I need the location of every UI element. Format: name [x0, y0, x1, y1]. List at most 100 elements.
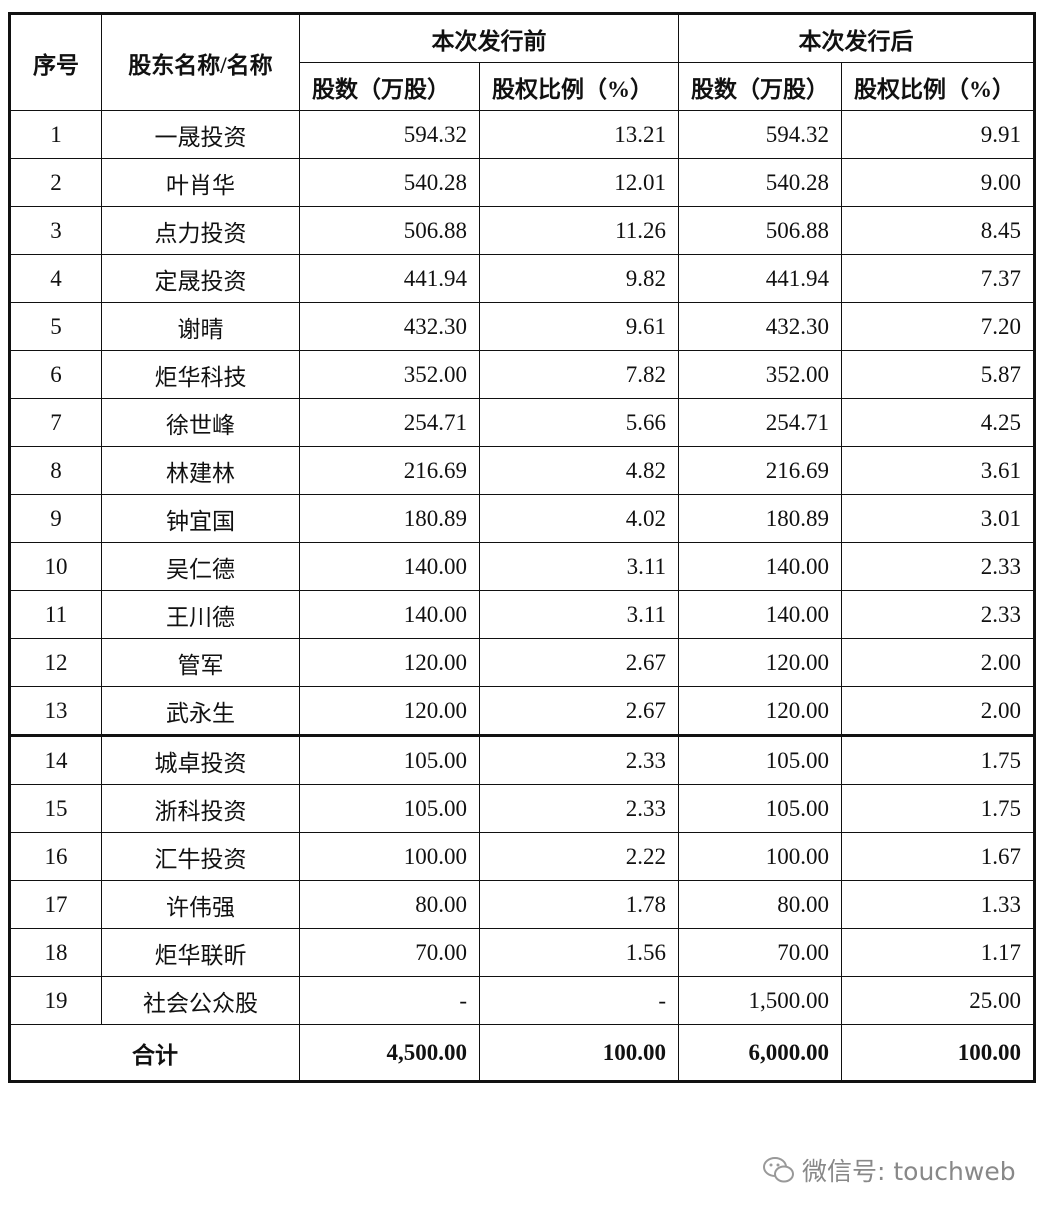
table-cell: 1.75 [841, 735, 1035, 785]
table-cell: 3.01 [841, 494, 1035, 543]
table-cell: 7 [9, 398, 102, 447]
table-cell: 3.11 [479, 590, 679, 639]
total-cell: 4,500.00 [299, 1024, 480, 1082]
table-row: 18 炬华联昕 70.00 1.56 70.00 1.17 [9, 928, 1035, 977]
table-cell: 浙科投资 [101, 784, 300, 833]
watermark-text: 微信号: touchweb [802, 1157, 1016, 1186]
table-cell: 100.00 [678, 832, 842, 881]
table-cell: 定晟投资 [101, 254, 300, 303]
table-cell: 林建林 [101, 446, 300, 495]
table-cell: 2.22 [479, 832, 679, 881]
table-cell: 武永生 [101, 686, 300, 737]
table-cell: 15 [9, 784, 102, 833]
table-cell: 一晟投资 [101, 110, 300, 159]
table-cell: 254.71 [678, 398, 842, 447]
table-cell: 254.71 [299, 398, 480, 447]
table-cell: 12 [9, 638, 102, 687]
table-cell: 管军 [101, 638, 300, 687]
table-cell: 9.00 [841, 158, 1035, 207]
table-cell: 140.00 [299, 542, 480, 591]
table-cell: 9.82 [479, 254, 679, 303]
table-cell: 352.00 [299, 350, 480, 399]
table-cell: 3.61 [841, 446, 1035, 495]
table-cell: 7.37 [841, 254, 1035, 303]
header-cell: 股数（万股） [678, 62, 842, 111]
table-cell: 13 [9, 686, 102, 737]
table-cell: 叶肖华 [101, 158, 300, 207]
table-cell: 1.17 [841, 928, 1035, 977]
table-cell: 徐世峰 [101, 398, 300, 447]
table-body: 1 一晟投资 594.32 13.21 594.32 9.91 2 叶肖华 540.28 12.0… [9, 110, 1035, 1082]
table-cell: 140.00 [678, 542, 842, 591]
table-cell: 5.66 [479, 398, 679, 447]
table-cell: - [479, 976, 679, 1025]
watermark: 微信号: touchweb [762, 1152, 1016, 1188]
table-cell: 352.00 [678, 350, 842, 399]
header-cell: 本次发行前 [299, 13, 679, 63]
total-cell: 合计 [9, 1024, 300, 1082]
table-cell: 9.91 [841, 110, 1035, 159]
table-cell: - [299, 976, 480, 1025]
table-row: 14 城卓投资 105.00 2.33 105.00 1.75 [9, 735, 1035, 785]
header-cell: 股数（万股） [299, 62, 480, 111]
table-row: 11 王川德 140.00 3.11 140.00 2.33 [9, 590, 1035, 639]
table-cell: 594.32 [678, 110, 842, 159]
table-cell: 1.56 [479, 928, 679, 977]
table-row: 10 吴仁德 140.00 3.11 140.00 2.33 [9, 542, 1035, 591]
table-cell: 105.00 [678, 784, 842, 833]
table-cell: 70.00 [678, 928, 842, 977]
table-cell: 9 [9, 494, 102, 543]
header-cell: 股东名称/名称 [101, 13, 300, 111]
table-cell: 10 [9, 542, 102, 591]
table-cell: 谢晴 [101, 302, 300, 351]
total-cell: 100.00 [479, 1024, 679, 1082]
table-cell: 2.00 [841, 638, 1035, 687]
table-cell: 1.67 [841, 832, 1035, 881]
table-cell: 13.21 [479, 110, 679, 159]
table-cell: 6 [9, 350, 102, 399]
table-cell: 105.00 [678, 735, 842, 785]
table-cell: 钟宜国 [101, 494, 300, 543]
header-cell: 本次发行后 [678, 13, 1035, 63]
table-row: 2 叶肖华 540.28 12.01 540.28 9.00 [9, 158, 1035, 207]
table-cell: 5.87 [841, 350, 1035, 399]
table-cell: 4 [9, 254, 102, 303]
table-row: 4 定晟投资 441.94 9.82 441.94 7.37 [9, 254, 1035, 303]
table-cell: 594.32 [299, 110, 480, 159]
table-cell: 1.75 [841, 784, 1035, 833]
table-row: 8 林建林 216.69 4.82 216.69 3.61 [9, 446, 1035, 495]
table-cell: 吴仁德 [101, 542, 300, 591]
table-cell: 105.00 [299, 735, 480, 785]
table-cell: 2.00 [841, 686, 1035, 737]
table-cell: 4.25 [841, 398, 1035, 447]
table-cell: 1,500.00 [678, 976, 842, 1025]
table-cell: 11.26 [479, 206, 679, 255]
table-cell: 17 [9, 880, 102, 929]
total-cell: 6,000.00 [678, 1024, 842, 1082]
total-row: 合计 4,500.00 100.00 6,000.00 100.00 [9, 1024, 1035, 1082]
table-cell: 4.02 [479, 494, 679, 543]
table-cell: 1.78 [479, 880, 679, 929]
table-cell: 140.00 [678, 590, 842, 639]
table-row: 13 武永生 120.00 2.67 120.00 2.00 [9, 686, 1035, 737]
table-cell: 7.20 [841, 302, 1035, 351]
table-cell: 506.88 [299, 206, 480, 255]
table-cell: 2.33 [479, 784, 679, 833]
table-cell: 3 [9, 206, 102, 255]
table-cell: 炬华联昕 [101, 928, 300, 977]
table-cell: 许伟强 [101, 880, 300, 929]
table-cell: 炬华科技 [101, 350, 300, 399]
table-row: 12 管军 120.00 2.67 120.00 2.00 [9, 638, 1035, 687]
table-cell: 4.82 [479, 446, 679, 495]
table-cell: 216.69 [678, 446, 842, 495]
table-cell: 2.33 [841, 590, 1035, 639]
table-cell: 441.94 [678, 254, 842, 303]
table-cell: 120.00 [299, 686, 480, 737]
wechat-icon [763, 1157, 794, 1183]
header-cell: 序号 [9, 13, 102, 111]
table-row: 19 社会公众股 - -1,500.00 25.00 [9, 976, 1035, 1025]
table-cell: 540.28 [299, 158, 480, 207]
table-cell: 25.00 [841, 976, 1035, 1025]
table-cell: 王川德 [101, 590, 300, 639]
